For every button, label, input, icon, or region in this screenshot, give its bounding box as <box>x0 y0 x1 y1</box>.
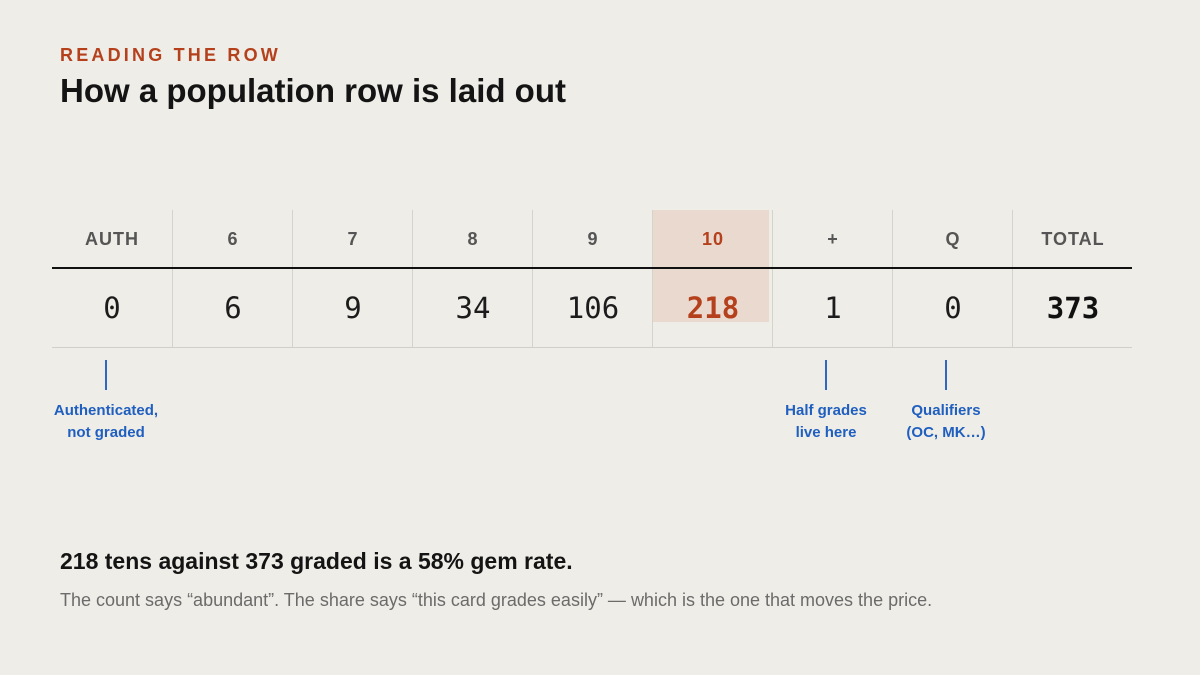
annotation-tick <box>945 360 947 390</box>
annotation-line: live here <box>795 424 857 441</box>
column-value: 6 <box>224 291 242 325</box>
annotation-tick <box>105 360 107 390</box>
annotation-line: Qualifiers <box>911 402 981 419</box>
annotation-label: Half grades live here <box>756 400 896 444</box>
column-value: 34 <box>455 291 491 325</box>
column-grade-8: 8 34 <box>412 210 532 348</box>
column-grade-10-highlighted: 10 218 <box>652 210 772 348</box>
column-header: 7 <box>347 228 359 249</box>
column-grade-9: 9 106 <box>532 210 652 348</box>
column-header: 10 <box>701 228 725 249</box>
column-auth: AUTH 0 <box>52 210 172 348</box>
column-value: 0 <box>103 291 121 325</box>
annotation-line: (OC, MK…) <box>906 424 986 441</box>
column-header: 9 <box>587 228 599 249</box>
annotation-line: not graded <box>67 424 145 441</box>
annotation-line: Authenticated, <box>53 402 159 419</box>
column-value: 1 <box>824 291 842 325</box>
annotation-tick <box>825 360 827 390</box>
supporting-text: The count says “abundant”. The share say… <box>60 590 933 610</box>
annotation-label: Qualifiers (OC, MK…) <box>876 400 1016 444</box>
column-qualifiers: Q 0 <box>892 210 1012 348</box>
column-half-grades: + 1 <box>772 210 892 348</box>
conclusion-text: 218 tens against 373 graded is a 58% gem… <box>60 548 573 574</box>
column-header: AUTH <box>85 228 139 249</box>
column-value: 218 <box>686 291 740 325</box>
column-header: Q <box>945 228 961 249</box>
column-header: 8 <box>467 228 479 249</box>
column-value: 0 <box>944 291 962 325</box>
header-rule <box>52 267 1132 269</box>
column-total: TOTAL 373 <box>1012 210 1132 348</box>
page-title: How a population row is laid out <box>60 72 566 109</box>
column-value: 373 <box>1046 291 1100 325</box>
annotation-auth: Authenticated, not graded <box>36 360 176 444</box>
column-header: TOTAL <box>1041 228 1105 249</box>
column-value: 9 <box>344 291 362 325</box>
column-value: 106 <box>566 291 620 325</box>
bottom-rule <box>52 347 1132 348</box>
annotation-qualifiers: Qualifiers (OC, MK…) <box>876 360 1016 444</box>
column-header: 6 <box>227 228 239 249</box>
eyebrow: READING THE ROW <box>60 45 281 65</box>
column-grade-7: 7 9 <box>292 210 412 348</box>
annotation-half-grades: Half grades live here <box>756 360 896 444</box>
column-header: + <box>827 228 839 249</box>
annotation-line: Half grades <box>785 402 867 419</box>
highlight-band <box>653 210 769 322</box>
population-row-table: AUTH 0 6 6 7 9 8 34 9 106 10 218 + 1 Q 0… <box>52 210 1132 348</box>
annotation-label: Authenticated, not graded <box>36 400 176 444</box>
column-grade-6: 6 6 <box>172 210 292 348</box>
